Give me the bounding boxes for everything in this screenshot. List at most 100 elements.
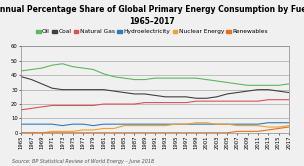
Oil <box>19 70 23 72</box>
Coal <box>266 89 270 91</box>
Oil <box>236 83 239 85</box>
Hydroelectricity <box>40 123 44 125</box>
Nuclear Energy <box>266 126 270 128</box>
Renewables <box>122 132 126 134</box>
Nuclear Energy <box>205 122 208 124</box>
Coal <box>184 96 188 98</box>
Renewables <box>277 127 280 129</box>
Coal <box>92 89 95 91</box>
Nuclear Energy <box>143 125 147 127</box>
Renewables <box>215 132 219 134</box>
Coal <box>112 90 116 92</box>
Renewables <box>205 132 208 134</box>
Hydroelectricity <box>71 123 74 125</box>
Legend: Oil, Coal, Natural Gas, Hydroelectricity, Nuclear Energy, Renewables: Oil, Coal, Natural Gas, Hydroelectricity… <box>36 30 268 35</box>
Hydroelectricity <box>174 123 178 125</box>
Oil <box>215 80 219 82</box>
Renewables <box>112 132 116 134</box>
Renewables <box>194 132 198 134</box>
Oil <box>50 64 54 66</box>
Coal <box>236 91 239 93</box>
Line: Coal: Coal <box>21 77 289 98</box>
Coal <box>205 97 208 99</box>
Coal <box>246 90 250 92</box>
Hydroelectricity <box>133 123 136 125</box>
Hydroelectricity <box>50 123 54 125</box>
Renewables <box>153 132 157 134</box>
Coal <box>133 93 136 95</box>
Natural Gas <box>30 107 33 109</box>
Renewables <box>143 132 147 134</box>
Renewables <box>174 132 178 134</box>
Renewables <box>40 132 44 134</box>
Hydroelectricity <box>225 123 229 125</box>
Natural Gas <box>164 102 167 104</box>
Hydroelectricity <box>246 123 250 125</box>
Nuclear Energy <box>40 132 44 134</box>
Nuclear Energy <box>153 125 157 127</box>
Nuclear Energy <box>81 129 85 131</box>
Nuclear Energy <box>287 125 291 127</box>
Renewables <box>92 132 95 134</box>
Renewables <box>266 129 270 131</box>
Natural Gas <box>194 100 198 102</box>
Hydroelectricity <box>30 123 33 125</box>
Natural Gas <box>205 100 208 102</box>
Coal <box>287 91 291 93</box>
Hydroelectricity <box>60 125 64 127</box>
Oil <box>256 84 260 86</box>
Nuclear Energy <box>50 130 54 132</box>
Nuclear Energy <box>174 123 178 125</box>
Oil <box>194 77 198 79</box>
Nuclear Energy <box>133 125 136 127</box>
Natural Gas <box>122 103 126 105</box>
Oil <box>60 63 64 65</box>
Hydroelectricity <box>256 123 260 125</box>
Natural Gas <box>50 104 54 106</box>
Renewables <box>30 132 33 134</box>
Nuclear Energy <box>92 129 95 131</box>
Hydroelectricity <box>287 122 291 124</box>
Nuclear Energy <box>164 125 167 127</box>
Hydroelectricity <box>81 123 85 125</box>
Coal <box>30 79 33 81</box>
Nuclear Energy <box>184 123 188 125</box>
Coal <box>153 94 157 96</box>
Oil <box>205 79 208 81</box>
Coal <box>19 76 23 78</box>
Nuclear Energy <box>30 132 33 134</box>
Hydroelectricity <box>143 123 147 125</box>
Oil <box>143 79 147 81</box>
Nuclear Energy <box>71 130 74 132</box>
Oil <box>266 84 270 86</box>
Nuclear Energy <box>246 125 250 127</box>
Natural Gas <box>174 102 178 104</box>
Hydroelectricity <box>205 123 208 125</box>
Natural Gas <box>277 99 280 101</box>
Natural Gas <box>19 109 23 111</box>
Hydroelectricity <box>112 123 116 125</box>
Natural Gas <box>102 103 105 105</box>
Nuclear Energy <box>112 127 116 129</box>
Natural Gas <box>287 99 291 101</box>
Hydroelectricity <box>184 123 188 125</box>
Natural Gas <box>133 103 136 105</box>
Renewables <box>19 132 23 134</box>
Line: Natural Gas: Natural Gas <box>21 100 289 110</box>
Natural Gas <box>40 106 44 108</box>
Renewables <box>71 132 74 134</box>
Text: Annual Percentage Share of Global Primary Energy Consumption by Fuel: Annual Percentage Share of Global Primar… <box>0 5 304 14</box>
Renewables <box>225 132 229 134</box>
Oil <box>92 69 95 71</box>
Oil <box>71 66 74 68</box>
Coal <box>215 96 219 98</box>
Natural Gas <box>215 100 219 102</box>
Nuclear Energy <box>194 122 198 124</box>
Nuclear Energy <box>102 127 105 129</box>
Oil <box>225 82 229 83</box>
Oil <box>102 73 105 75</box>
Hydroelectricity <box>277 122 280 124</box>
Coal <box>102 89 105 91</box>
Oil <box>277 84 280 86</box>
Text: 1965–2017: 1965–2017 <box>129 17 175 26</box>
